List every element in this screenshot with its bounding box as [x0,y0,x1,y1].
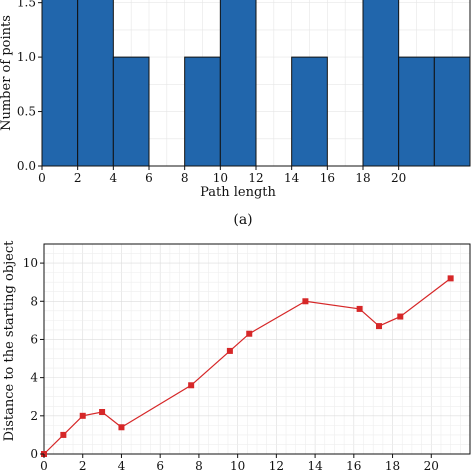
histogram-x-tick-label: 6 [145,171,153,185]
histogram-x-axis-label: Path length [200,185,276,200]
line-x-tick-label: 16 [346,459,361,473]
distance-point [356,305,363,312]
line-x-ticks: 0 2 4 6 8 10 12 14 16 18 20 [40,454,439,473]
histogram-chart: 0 2 4 6 8 10 12 14 16 18 20 0.0 0.5 1.0 1.5 Path leng… [0,0,471,228]
line-y-ticks: 0 2 4 6 8 10 [23,256,44,461]
line-y-tick-label: 8 [30,294,38,308]
line-y-tick-label: 6 [30,332,38,346]
line-y-tick-label: 2 [30,409,38,423]
line-y-tick-label: 10 [23,256,38,270]
line-grid [43,243,471,455]
distance-point [397,313,404,320]
line-x-tick-label: 20 [424,459,439,473]
histogram-caption: (a) [233,212,252,228]
histogram-bar [41,0,79,167]
histogram-x-tick-label: 16 [320,171,335,185]
histogram-x-tick-label: 2 [74,171,82,185]
histogram-bar [77,0,114,167]
histogram-y-tick-label: 0.5 [17,105,36,119]
histogram-bar [362,0,400,167]
histogram-x-tick-label: 10 [213,171,228,185]
distance-point [188,382,195,389]
histogram-y-tick-label: 1.0 [17,50,36,64]
histogram-x-tick-label: 18 [355,171,370,185]
distance-point [375,323,382,330]
line-x-tick-label: 4 [118,459,126,473]
line-chart: 0 2 4 6 8 10 12 14 16 18 20 0 2 4 6 8 10 Distance to th… [2,240,471,473]
histogram-x-ticks: 0 2 4 6 8 10 12 14 16 18 20 [38,166,406,185]
histogram-x-tick-label: 12 [248,171,263,185]
line-x-tick-label: 12 [269,459,284,473]
line-y-tick-label: 4 [30,371,38,385]
distance-point [60,431,67,438]
histogram-x-tick-label: 14 [284,171,300,185]
line-y-axis-label: Distance to the starting object [2,240,17,442]
line-x-tick-label: 10 [230,459,245,473]
histogram-bar [112,56,150,167]
line-x-tick-label: 6 [156,459,164,473]
line-x-tick-label: 2 [79,459,87,473]
histogram-y-ticks: 0.0 0.5 1.0 1.5 [17,0,42,173]
line-y-tick-label: 0 [30,447,38,461]
histogram-bar [291,56,328,167]
histogram-bar [219,0,257,167]
distance-point [226,347,233,354]
histogram-x-tick-label: 20 [391,171,406,185]
distance-point [302,298,309,305]
line-x-tick-label: 0 [40,459,48,473]
line-x-tick-label: 14 [307,459,323,473]
histogram-x-tick-label: 4 [110,171,118,185]
line-frame [43,243,471,455]
histogram-bars [41,0,471,167]
histogram-y-axis-label: Number of points [0,15,14,131]
histogram-x-tick-label: 8 [181,171,189,185]
histogram-bar [398,56,435,167]
distance-point [99,409,106,415]
distance-point [246,330,253,337]
histogram-y-tick-label: 1.5 [17,0,36,10]
distance-point [447,275,454,282]
histogram-bar [184,56,221,167]
line-x-tick-label: 18 [385,459,400,473]
histogram-y-tick-label: 0.0 [17,159,36,173]
histogram-x-tick-label: 0 [38,171,46,185]
distance-point [118,424,125,431]
distance-point [79,412,86,419]
line-x-tick-label: 8 [195,459,203,473]
histogram-bar [433,56,471,167]
